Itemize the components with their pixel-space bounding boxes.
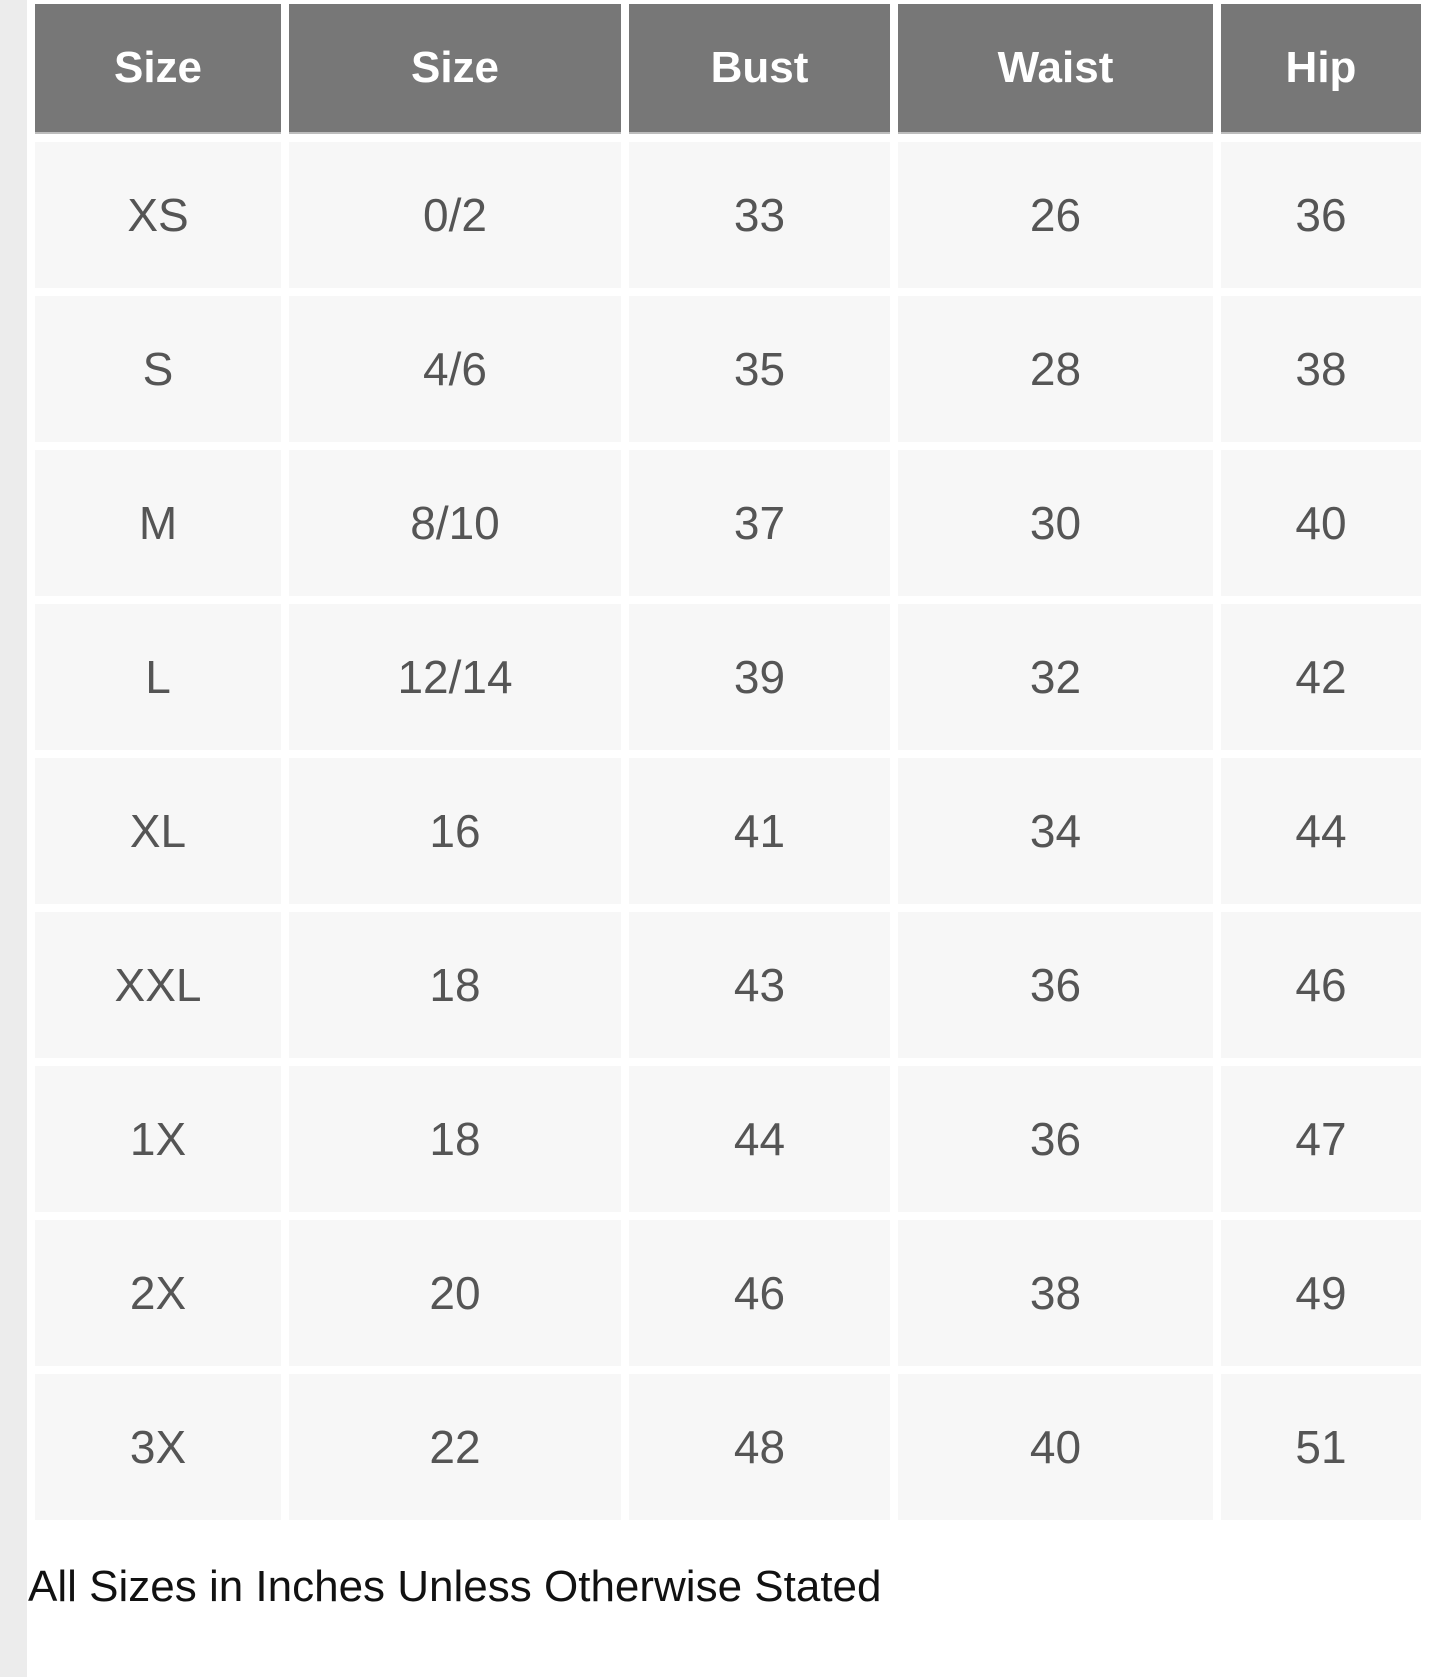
table-row: XS 0/2 33 26 36	[35, 142, 1421, 288]
table-cell: 51	[1221, 1374, 1421, 1520]
column-header: Waist	[898, 4, 1213, 134]
table-cell: 46	[1221, 912, 1421, 1058]
table-cell: 18	[289, 1066, 621, 1212]
table-cell: 12/14	[289, 604, 621, 750]
size-chart-table: Size Size Bust Waist Hip XS 0/2 33 26 36 S 4/6 35 28…	[27, 0, 1429, 1528]
table-row: 3X 22 48 40 51	[35, 1374, 1421, 1520]
table-cell: 3X	[35, 1374, 281, 1520]
table-cell: 1X	[35, 1066, 281, 1212]
table-cell: 48	[629, 1374, 890, 1520]
table-cell: 32	[898, 604, 1213, 750]
column-header: Hip	[1221, 4, 1421, 134]
table-row: XXL 18 43 36 46	[35, 912, 1421, 1058]
table-cell: 26	[898, 142, 1213, 288]
table-cell: 41	[629, 758, 890, 904]
table-cell: 0/2	[289, 142, 621, 288]
table-cell: 40	[898, 1374, 1213, 1520]
table-cell: 49	[1221, 1220, 1421, 1366]
table-cell: S	[35, 296, 281, 442]
table-cell: 8/10	[289, 450, 621, 596]
table-cell: 35	[629, 296, 890, 442]
table-cell: 33	[629, 142, 890, 288]
table-cell: 40	[1221, 450, 1421, 596]
table-row: 2X 20 46 38 49	[35, 1220, 1421, 1366]
table-cell: 38	[898, 1220, 1213, 1366]
table-cell: 38	[1221, 296, 1421, 442]
column-header: Size	[35, 4, 281, 134]
table-cell: 20	[289, 1220, 621, 1366]
table-row: 1X 18 44 36 47	[35, 1066, 1421, 1212]
table-cell: M	[35, 450, 281, 596]
table-cell: 28	[898, 296, 1213, 442]
table-cell: 44	[1221, 758, 1421, 904]
table-cell: 44	[629, 1066, 890, 1212]
table-cell: XXL	[35, 912, 281, 1058]
table-cell: 37	[629, 450, 890, 596]
column-header: Size	[289, 4, 621, 134]
table-cell: 36	[898, 912, 1213, 1058]
table-cell: 34	[898, 758, 1213, 904]
table-cell: 46	[629, 1220, 890, 1366]
table-cell: 39	[629, 604, 890, 750]
header-row: Size Size Bust Waist Hip	[35, 4, 1421, 134]
table-cell: XS	[35, 142, 281, 288]
table-row: S 4/6 35 28 38	[35, 296, 1421, 442]
left-edge-strip	[0, 0, 27, 1677]
column-header: Bust	[629, 4, 890, 134]
table-row: L 12/14 39 32 42	[35, 604, 1421, 750]
table-cell: 4/6	[289, 296, 621, 442]
table-cell: 2X	[35, 1220, 281, 1366]
table-row: M 8/10 37 30 40	[35, 450, 1421, 596]
table-cell: 36	[898, 1066, 1213, 1212]
table-cell: 36	[1221, 142, 1421, 288]
table-cell: 16	[289, 758, 621, 904]
units-note: All Sizes in Inches Unless Otherwise Sta…	[28, 1562, 882, 1611]
table-row: XL 16 41 34 44	[35, 758, 1421, 904]
table-cell: L	[35, 604, 281, 750]
table-cell: 30	[898, 450, 1213, 596]
table-cell: 43	[629, 912, 890, 1058]
table-cell: 22	[289, 1374, 621, 1520]
table-cell: XL	[35, 758, 281, 904]
table-cell: 47	[1221, 1066, 1421, 1212]
table-cell: 18	[289, 912, 621, 1058]
table-cell: 42	[1221, 604, 1421, 750]
